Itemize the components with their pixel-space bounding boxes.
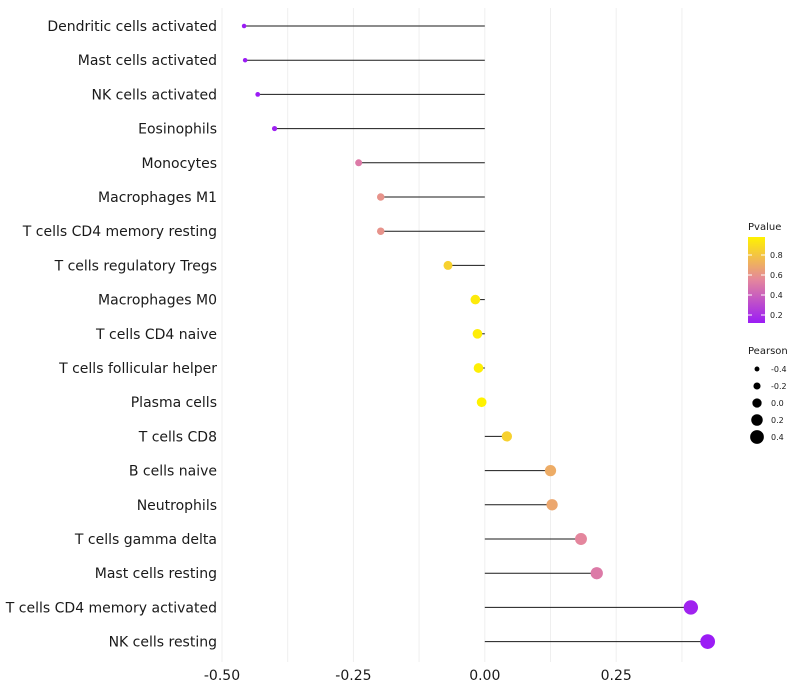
lollipop-point (255, 92, 261, 97)
size-legend-label: 0.2 (771, 416, 784, 425)
y-axis-label: T cells CD8 (138, 429, 217, 445)
y-axis-label: Macrophages M1 (98, 190, 217, 206)
y-axis-label: T cells CD4 memory resting (22, 224, 217, 240)
lollipop-point (472, 328, 483, 339)
lollipop-point (271, 126, 278, 132)
y-axis-label: T cells CD4 naive (95, 327, 217, 343)
grid-lines (221, 8, 683, 662)
x-tick-label: -0.25 (335, 668, 371, 684)
y-axis-label: T cells gamma delta (74, 532, 217, 548)
colorbar-tick-label: 0.2 (770, 311, 783, 320)
lollipop-points (241, 23, 716, 649)
y-axis-label: NK cells resting (109, 635, 217, 651)
size-legend-dot (752, 398, 762, 408)
lollipop-point (544, 464, 557, 477)
lollipop-point (376, 193, 385, 201)
pvalue-colorbar (748, 237, 765, 323)
size-legend-label: 0.0 (771, 399, 784, 408)
colorbar-tick-label: 0.6 (770, 271, 783, 280)
lollipop-point (443, 260, 453, 270)
size-legend-dot (750, 430, 764, 444)
x-tick-label: -0.50 (204, 668, 240, 684)
pearson-legend-title: Pearson (748, 346, 788, 357)
x-axis-tick-labels: -0.50 -0.25 0.00 0.25 (204, 668, 632, 684)
y-axis-label: Mast cells activated (78, 53, 217, 69)
size-legend-label: -0.2 (771, 382, 787, 391)
lollipop-point (242, 57, 248, 63)
lollipop-point (476, 397, 487, 408)
lollipop-point (355, 159, 363, 167)
y-axis-label: Eosinophils (138, 122, 217, 138)
y-axis-label: Dendritic cells activated (47, 19, 217, 35)
lollipop-point (575, 533, 587, 545)
lollipop-point (473, 363, 484, 373)
y-axis-label: T cells follicular helper (58, 361, 217, 377)
y-axis-label: Mast cells resting (95, 566, 217, 582)
lollipop-point (470, 294, 481, 305)
y-axis-label: Neutrophils (137, 498, 217, 514)
size-legend-label: 0.4 (771, 433, 784, 442)
y-axis-label: NK cells activated (92, 87, 217, 103)
size-legend-dot (751, 414, 763, 426)
lollipop-point (590, 567, 603, 580)
lollipop-point (376, 227, 385, 235)
lollipop-point (683, 600, 699, 615)
y-axis-label: Macrophages M0 (98, 293, 217, 309)
y-axis-label: B cells naive (129, 464, 217, 480)
colorbar-tick-label: 0.4 (770, 291, 783, 300)
lollipop-point (546, 499, 558, 511)
size-legend-dot (753, 382, 761, 390)
y-axis-labels: Dendritic cells activated Mast cells acti… (5, 19, 217, 651)
colorbar-tick-label: 0.8 (770, 251, 783, 260)
lollipop-point (241, 23, 247, 29)
size-legend-label: -0.4 (771, 365, 787, 374)
lollipop-point (700, 634, 716, 649)
y-axis-label: T cells regulatory Tregs (54, 258, 217, 274)
y-axis-label: Monocytes (142, 156, 217, 172)
y-axis-label: Plasma cells (131, 395, 217, 411)
pvalue-legend: Pvalue 0.2 0.4 0.6 0.8 (748, 222, 783, 323)
x-tick-label: 0.00 (469, 668, 500, 684)
x-tick-label: 0.25 (601, 668, 632, 684)
lollipop-sticks (244, 25, 708, 643)
pearson-legend: Pearson -0.4 -0.2 0.0 0.2 0.4 (748, 346, 788, 444)
y-axis-label: T cells CD4 memory activated (5, 600, 217, 616)
lollipop-point (501, 431, 513, 442)
size-legend-dot (754, 366, 760, 372)
pvalue-legend-title: Pvalue (748, 222, 781, 233)
